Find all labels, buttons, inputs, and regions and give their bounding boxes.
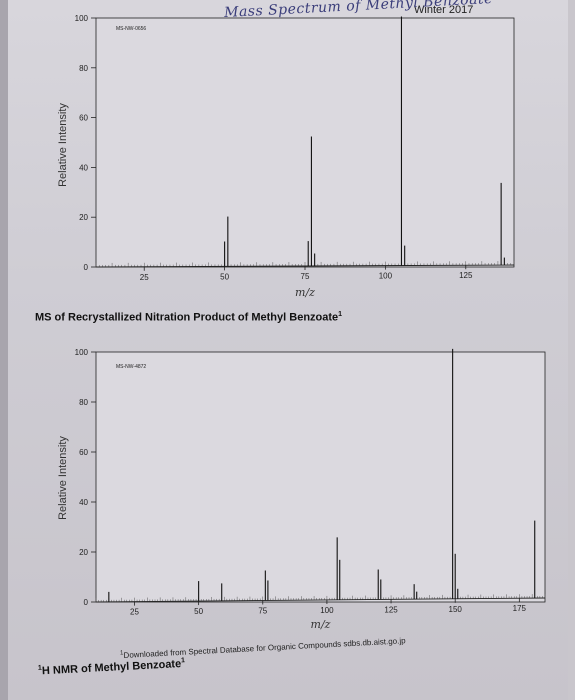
x-tick-label: 50: [220, 272, 229, 281]
y-tick-label: 0: [84, 263, 89, 272]
mass-spectrum-chart-1: 0 20 40 60 80 100 25 50 75 100 125 Relative Intensi…: [57, 14, 515, 299]
x-tick-label: 150: [449, 605, 463, 614]
plot-frame: [95, 17, 515, 268]
x-tick-label: 175: [513, 604, 527, 613]
x-tick-label: 25: [130, 608, 139, 617]
section2-heading-text: MS of Recrystallized Nitration Product o…: [35, 311, 339, 324]
page-edge-shadow: [0, 0, 8, 700]
y-tick-label: 40: [79, 163, 88, 172]
y-tick-label: 20: [79, 548, 88, 557]
x-tick-label: 125: [384, 605, 398, 614]
x-axis-baseline: [95, 264, 515, 268]
course-term: Winter 2017: [414, 4, 474, 16]
spectrum-id-code: MS-NW-0656: [116, 26, 146, 32]
x-tick-label: 50: [194, 607, 203, 616]
y-tick-label: 80: [79, 64, 88, 73]
spectrum-id-code: MS-NW-4872: [116, 364, 146, 370]
y-axis-label: Relative Intensity: [57, 436, 69, 520]
x-tick-label: 100: [379, 272, 393, 281]
x-tick-label: 125: [459, 271, 473, 280]
x-axis-label: m/z: [295, 286, 315, 299]
x-axis-baseline: [95, 597, 546, 603]
y-tick-label: 100: [75, 348, 89, 357]
x-tick-label: 75: [258, 607, 267, 616]
mass-spectrum-chart-2: 0 20 40 60 80 100 25 50 75 100 125 150 175 Relative I…: [57, 348, 546, 631]
y-tick-label: 0: [84, 598, 89, 607]
y-tick-label: 80: [79, 398, 88, 407]
x-tick-label: 25: [140, 273, 149, 282]
y-tick-label: 20: [79, 213, 88, 222]
y-tick-label: 60: [79, 448, 88, 457]
y-tick-label: 40: [79, 498, 88, 507]
x-tick-label: 75: [301, 272, 310, 281]
section2-heading: MS of Recrystallized Nitration Product o…: [35, 311, 343, 324]
y-tick-label: 60: [79, 114, 88, 123]
plot-frame: [95, 351, 546, 603]
y-axis-label: Relative Intensity: [57, 103, 69, 187]
y-tick-label: 100: [75, 14, 89, 23]
x-axis-label: m/z: [311, 618, 331, 631]
x-tick-label: 100: [320, 606, 334, 615]
